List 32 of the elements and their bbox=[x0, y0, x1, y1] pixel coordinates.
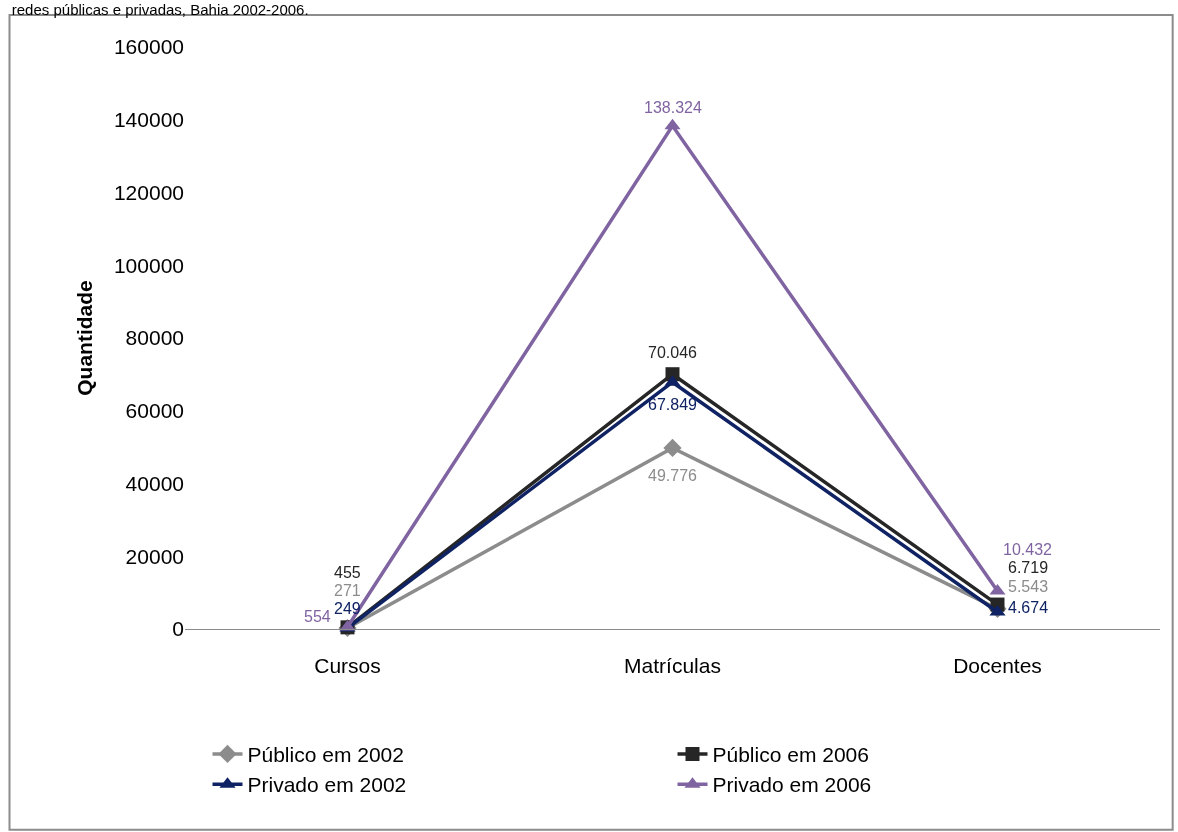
y-axis-title: Quantidade bbox=[73, 280, 97, 396]
y-tick-label: 140000 bbox=[113, 108, 184, 132]
data-label: 271 bbox=[334, 582, 361, 599]
data-label: 554 bbox=[304, 608, 331, 625]
y-tick-label: 60000 bbox=[125, 399, 184, 423]
data-label: 10.432 bbox=[1003, 541, 1053, 558]
y-tick-label: 0 bbox=[172, 617, 184, 641]
data-label: 67.849 bbox=[648, 396, 698, 413]
point bbox=[663, 438, 682, 458]
point bbox=[664, 118, 681, 130]
data-label: 6.719 bbox=[1008, 559, 1049, 576]
data-label: 249 bbox=[334, 600, 361, 617]
y-tick-label: 100000 bbox=[113, 253, 184, 277]
legend-label: Privado em 2002 bbox=[247, 773, 407, 797]
data-label: 4.674 bbox=[1008, 599, 1049, 616]
data-label: 70.046 bbox=[648, 344, 698, 361]
legend-label: Público em 2002 bbox=[247, 743, 404, 767]
chart-title: redes públicas e privadas, Bahia 2002-2006. bbox=[11, 0, 309, 18]
y-tick-label: 160000 bbox=[113, 35, 184, 59]
y-tick-label: 20000 bbox=[125, 544, 184, 568]
data-label: 138.324 bbox=[644, 99, 702, 116]
legend-label: Público em 2006 bbox=[712, 743, 869, 767]
y-tick-label: 40000 bbox=[125, 471, 184, 495]
x-tick-label: Docentes bbox=[953, 654, 1042, 678]
legend-label: Privado em 2006 bbox=[712, 773, 872, 797]
data-label: 455 bbox=[334, 564, 361, 581]
data-label: 5.543 bbox=[1008, 578, 1049, 595]
y-tick-label: 80000 bbox=[125, 326, 184, 350]
x-tick-label: Cursos bbox=[314, 654, 381, 678]
data-label: 49.776 bbox=[648, 467, 698, 484]
y-tick-label: 120000 bbox=[113, 180, 184, 204]
x-tick-label: Matrículas bbox=[624, 654, 721, 678]
